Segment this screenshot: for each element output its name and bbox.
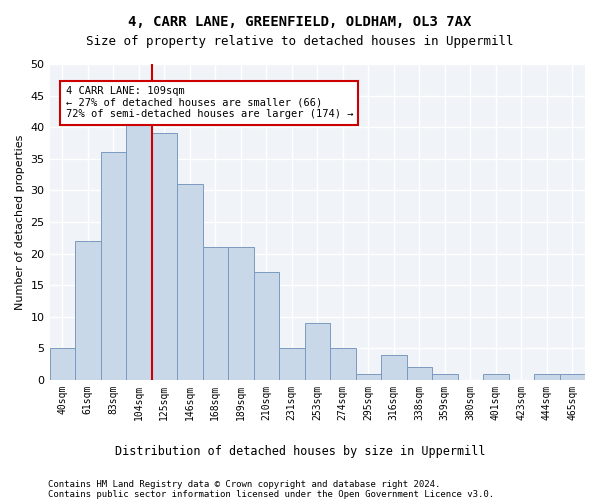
Bar: [152, 134, 177, 380]
Text: 4, CARR LANE, GREENFIELD, OLDHAM, OL3 7AX: 4, CARR LANE, GREENFIELD, OLDHAM, OL3 7A…: [128, 15, 472, 29]
Text: Distribution of detached houses by size in Uppermill: Distribution of detached houses by size …: [115, 445, 485, 458]
Bar: [101, 152, 126, 380]
Text: Contains public sector information licensed under the Open Government Licence v3: Contains public sector information licen…: [48, 490, 494, 499]
Bar: [330, 348, 356, 380]
Bar: [381, 354, 407, 380]
Text: Size of property relative to detached houses in Uppermill: Size of property relative to detached ho…: [86, 35, 514, 48]
Y-axis label: Number of detached properties: Number of detached properties: [15, 134, 25, 310]
Bar: [534, 374, 560, 380]
Bar: [254, 272, 279, 380]
Text: Contains HM Land Registry data © Crown copyright and database right 2024.: Contains HM Land Registry data © Crown c…: [48, 480, 440, 489]
Bar: [50, 348, 75, 380]
Bar: [177, 184, 203, 380]
Bar: [279, 348, 305, 380]
Bar: [407, 368, 432, 380]
Bar: [228, 247, 254, 380]
Bar: [305, 323, 330, 380]
Bar: [432, 374, 458, 380]
Bar: [203, 247, 228, 380]
Bar: [356, 374, 381, 380]
Text: 4 CARR LANE: 109sqm
← 27% of detached houses are smaller (66)
72% of semi-detach: 4 CARR LANE: 109sqm ← 27% of detached ho…: [65, 86, 353, 120]
Bar: [126, 114, 152, 380]
Bar: [75, 241, 101, 380]
Bar: [560, 374, 585, 380]
Bar: [483, 374, 509, 380]
